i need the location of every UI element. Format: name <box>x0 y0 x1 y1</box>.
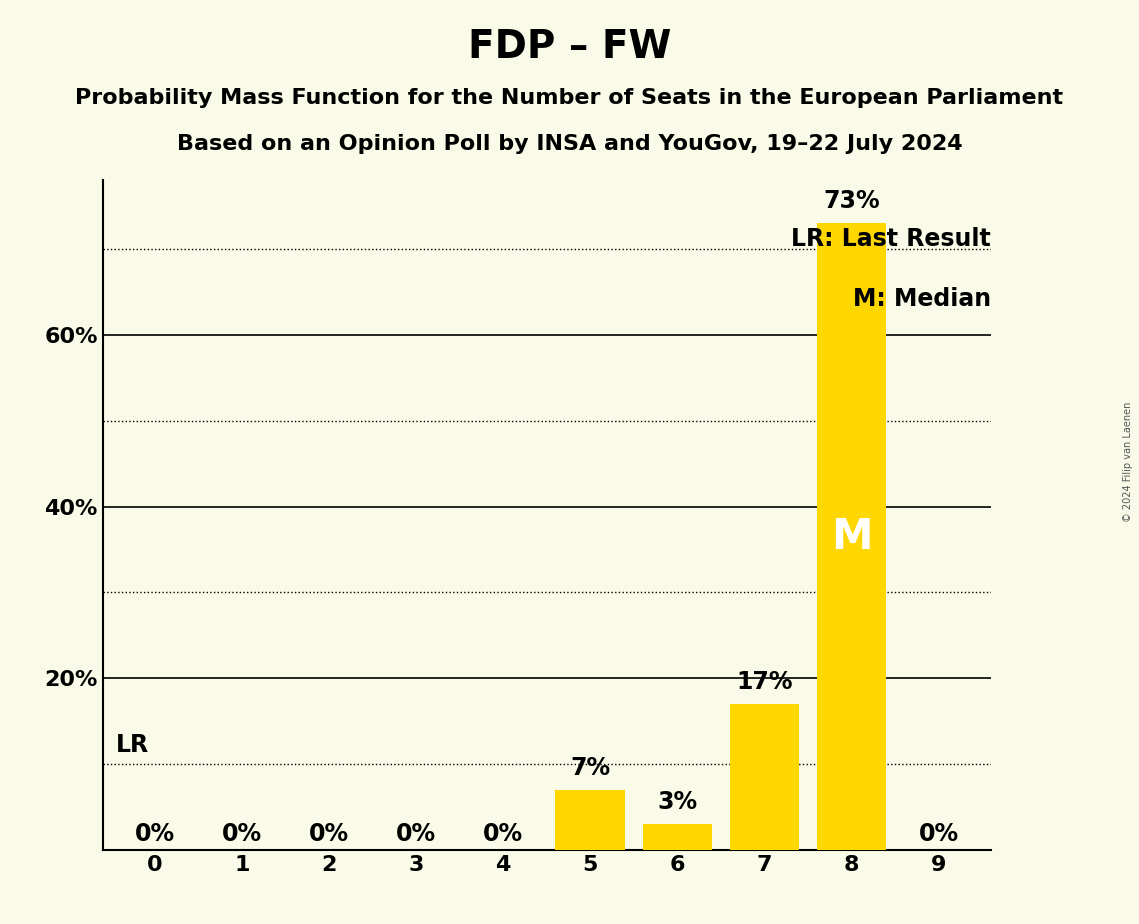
Text: 0%: 0% <box>919 821 959 845</box>
Text: M: M <box>830 516 872 557</box>
Text: © 2024 Filip van Laenen: © 2024 Filip van Laenen <box>1123 402 1133 522</box>
Text: 0%: 0% <box>222 821 262 845</box>
Bar <box>817 223 886 850</box>
Text: LR: LR <box>115 734 149 758</box>
Text: Based on an Opinion Poll by INSA and YouGov, 19–22 July 2024: Based on an Opinion Poll by INSA and You… <box>177 134 962 154</box>
Text: FDP – FW: FDP – FW <box>468 28 671 66</box>
Text: 0%: 0% <box>483 821 523 845</box>
Text: 73%: 73% <box>823 188 880 213</box>
Text: 17%: 17% <box>736 670 793 694</box>
Text: 0%: 0% <box>309 821 349 845</box>
Text: M: Median: M: Median <box>853 287 991 311</box>
Text: LR: Last Result: LR: Last Result <box>792 227 991 251</box>
Text: 3%: 3% <box>657 790 697 814</box>
Bar <box>556 790 625 850</box>
Bar <box>730 704 800 850</box>
Text: Probability Mass Function for the Number of Seats in the European Parliament: Probability Mass Function for the Number… <box>75 88 1064 108</box>
Text: 0%: 0% <box>396 821 436 845</box>
Text: 0%: 0% <box>134 821 174 845</box>
Text: 7%: 7% <box>571 756 611 780</box>
Bar <box>642 824 712 850</box>
